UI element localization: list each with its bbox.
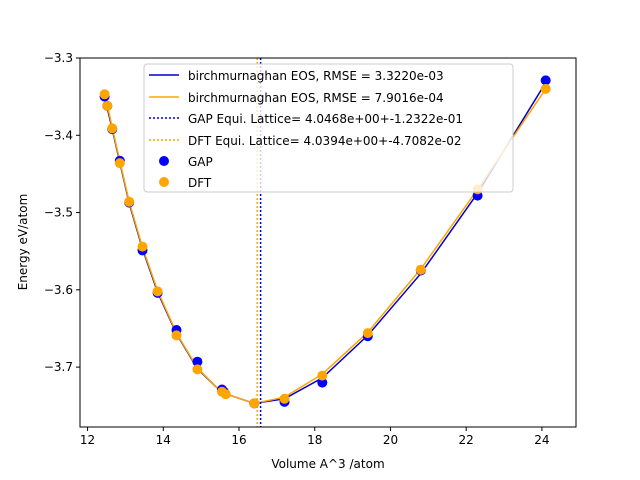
y-tick-label-4: −3.7 (44, 360, 73, 374)
x-tick-label-2: 16 (231, 433, 246, 447)
data-point-dft-2 (107, 123, 118, 134)
data-point-dft-7 (171, 330, 182, 341)
axis-ticks: 12 14 16 18 20 22 24 −3.3 −3.4 −3.5 −3.6 −3.7 (44, 51, 550, 447)
x-tick-label-3: 18 (307, 433, 322, 447)
legend-label-dft: DFT (188, 176, 212, 190)
data-point-dft-1 (102, 100, 113, 111)
data-point-dft-13 (317, 370, 328, 381)
x-tick-label-1: 14 (156, 433, 171, 447)
data-point-dft-12 (279, 393, 290, 404)
legend-marker-gap (159, 156, 169, 166)
data-point-dft-14 (362, 328, 373, 339)
legend-label-dft-lattice: DFT Equi. Lattice= 4.0394e+00+-4.7082e-0… (188, 134, 462, 148)
legend: birchmurnaghan EOS, RMSE = 3.3220e-03 bi… (143, 63, 514, 193)
data-point-dft-5 (137, 241, 148, 252)
data-point-dft-3 (114, 158, 125, 169)
data-point-dft-0 (99, 89, 110, 100)
legend-label-gap-eos: birchmurnaghan EOS, RMSE = 3.3220e-03 (188, 69, 444, 83)
legend-marker-dft (159, 177, 169, 187)
data-point-dft-8 (192, 364, 203, 375)
data-point-dft-11 (249, 398, 260, 409)
x-axis-label: Volume A^3 /atom (271, 457, 384, 471)
data-point-dft-10 (220, 389, 231, 400)
data-point-gap-8 (192, 356, 203, 367)
data-point-gap-13 (317, 377, 328, 388)
data-point-dft-6 (152, 286, 163, 297)
data-point-dft-17 (540, 83, 551, 94)
y-tick-label-3: −3.6 (44, 283, 73, 297)
x-tick-label-4: 20 (383, 433, 398, 447)
legend-label-gap: GAP (188, 155, 213, 169)
x-tick-label-5: 22 (459, 433, 474, 447)
x-tick-label-0: 12 (80, 433, 95, 447)
data-point-dft-15 (415, 264, 426, 275)
data-point-gap-17 (540, 75, 551, 86)
y-axis-label: Energy eV/atom (16, 194, 30, 291)
legend-box (143, 63, 514, 193)
legend-label-gap-lattice: GAP Equi. Lattice= 4.0468e+00+-1.2322e-0… (188, 112, 463, 126)
y-tick-label-2: −3.5 (44, 206, 73, 220)
y-tick-label-0: −3.3 (44, 51, 73, 65)
legend-label-dft-eos: birchmurnaghan EOS, RMSE = 7.9016e-04 (188, 91, 444, 105)
data-point-dft-4 (124, 196, 135, 207)
x-tick-label-6: 24 (534, 433, 549, 447)
axes-frame (79, 57, 577, 428)
y-tick-label-1: −3.4 (44, 128, 73, 142)
